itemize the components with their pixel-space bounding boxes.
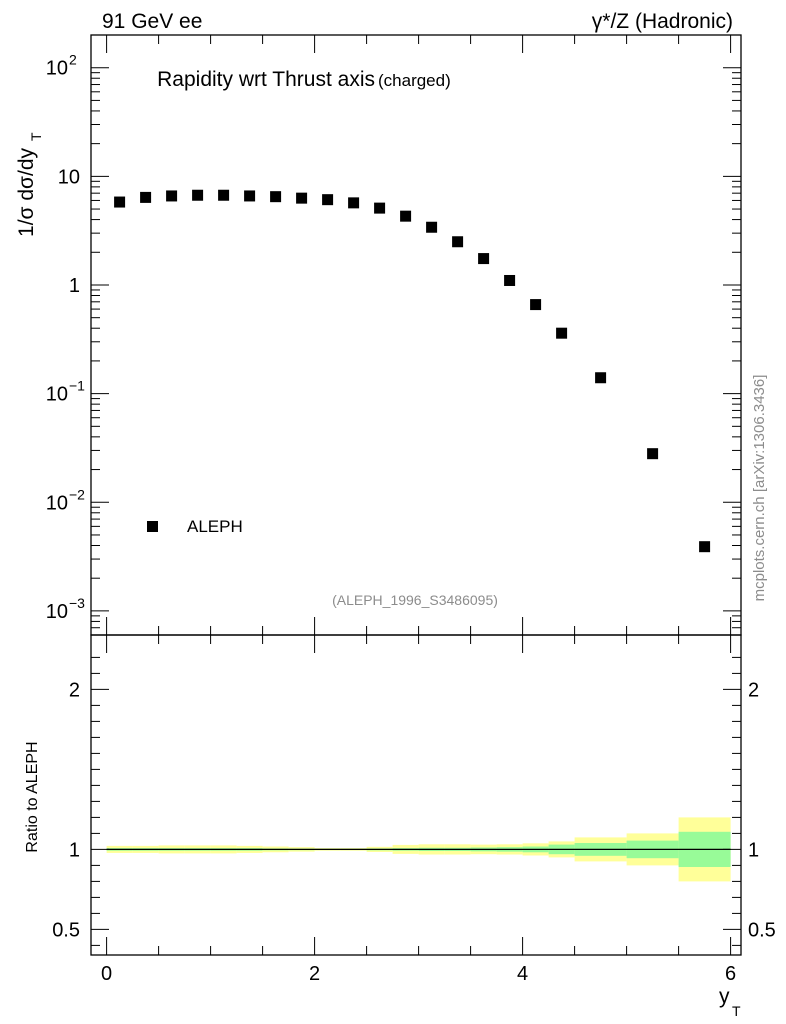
data-point-1 [140, 191, 152, 203]
main-ylabel-sub: T [28, 132, 44, 141]
main-ylabel-text: 1/σ dσ/dy [15, 148, 38, 237]
data-point-9 [348, 197, 360, 209]
ratio-ylabel: Ratio to ALEPH [24, 741, 41, 852]
data-point-14 [478, 253, 490, 265]
ratio-ytick-label-left-1: 1 [69, 839, 80, 861]
data-point-0 [114, 196, 126, 208]
data-point-11 [400, 210, 412, 222]
legend-label: ALEPH [187, 517, 243, 536]
chart-title: Rapidity wrt Thrust axis [157, 68, 375, 91]
ratio-xtick-label-1: 2 [309, 963, 320, 985]
ratio-ytick-label-right-1: 1 [748, 839, 759, 861]
main-ytick-exp-2: −1 [69, 378, 85, 394]
data-point-4 [218, 189, 230, 201]
data-point-7 [296, 192, 308, 204]
mcplots-credit: mcplots.cern.ch [arXiv:1306.3436] [751, 375, 768, 602]
data-point-3 [192, 189, 204, 201]
data-point-10 [374, 202, 386, 214]
main-ytick-exp-1: −2 [69, 486, 85, 502]
main-ytick-label-1: 10 [46, 492, 68, 514]
ratio-ytick-label-left-0: 0.5 [52, 919, 80, 941]
ratio-ytick-label-right-0: 0.5 [748, 919, 776, 941]
ratio-xlabel: y [719, 985, 730, 1008]
data-point-18 [595, 372, 607, 384]
ratio-ytick-label-right-2: 2 [748, 679, 759, 701]
header-left: 91 GeV ee [102, 10, 202, 33]
data-point-15 [504, 274, 516, 286]
data-point-5 [244, 190, 256, 202]
data-point-19 [647, 448, 659, 460]
ratio-xtick-label-2: 4 [517, 963, 528, 985]
data-points [114, 189, 711, 553]
data-point-17 [556, 327, 568, 339]
main-ytick-exp-0: −3 [69, 595, 85, 611]
main-ylabel: 1/σ dσ/dy T [15, 132, 44, 237]
data-point-12 [426, 221, 438, 233]
ratio-frame [90, 634, 742, 956]
main-ytick-label-3: 1 [69, 275, 80, 297]
ratio-xtick-label-3: 6 [725, 963, 736, 985]
main-ytick-label-0: 10 [46, 601, 68, 623]
header-right: γ*/Z (Hadronic) [592, 10, 733, 33]
data-point-2 [166, 190, 178, 202]
data-point-6 [270, 191, 282, 203]
legend-marker [147, 521, 158, 532]
ratio-xtick-label-0: 0 [101, 963, 112, 985]
data-point-8 [322, 194, 334, 206]
ratio-xlabel-sub: T [732, 1003, 741, 1019]
data-point-16 [530, 299, 542, 311]
main-panel: Rapidity wrt Thrust axis (charged) (ALEP… [147, 68, 498, 608]
main-ytick-label-2: 10 [46, 384, 68, 406]
main-ytick-exp-5: 2 [69, 52, 77, 68]
main-ytick-label-4: 10 [58, 166, 80, 188]
ratio-ytick-label-left-2: 2 [69, 679, 80, 701]
data-point-20 [699, 541, 711, 553]
data-point-13 [452, 236, 464, 248]
axis-ticks [91, 34, 741, 955]
main-ytick-label-5: 10 [46, 58, 68, 80]
chart-title-suffix: (charged) [378, 71, 451, 90]
legend: ALEPH [147, 517, 243, 536]
analysis-id: (ALEPH_1996_S3486095) [332, 592, 498, 608]
main-frame [90, 34, 742, 636]
